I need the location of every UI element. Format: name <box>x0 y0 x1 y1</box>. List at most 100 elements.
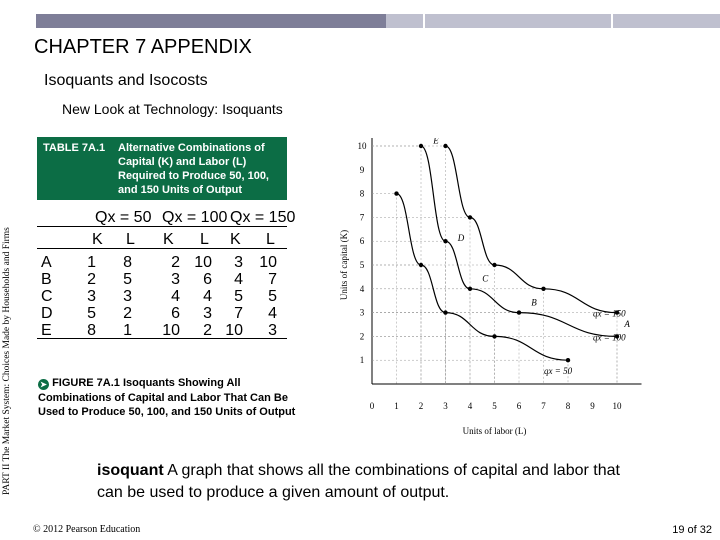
table-column-header: L <box>126 231 135 248</box>
table-cell: 7 <box>268 271 277 288</box>
table-row-label: B <box>41 271 52 288</box>
sidebar-part-label: PART II The Market System: Choices Made … <box>2 227 12 495</box>
y-tick-label: 10 <box>358 141 368 151</box>
top-bar-separator <box>423 14 425 28</box>
isoquant-curve <box>420 145 618 337</box>
copyright: © 2012 Pearson Education <box>33 524 141 535</box>
x-tick-label: 0 <box>370 401 375 411</box>
series-label: qx = 100 <box>593 332 626 342</box>
table-group-header: Qx = 100 <box>162 209 228 226</box>
circled-arrow-icon: ➤ <box>38 379 49 390</box>
table-column-header: K <box>230 231 241 248</box>
table-cell: 10 <box>225 322 243 339</box>
table-cell: 4 <box>268 305 277 322</box>
y-tick-label: 5 <box>360 260 365 270</box>
table-column-header: K <box>163 231 174 248</box>
table-cell: 4 <box>203 288 212 305</box>
table-cell: 6 <box>203 271 212 288</box>
top-bar <box>36 14 720 28</box>
data-point <box>492 334 497 339</box>
point-label: C <box>482 274 489 284</box>
y-tick-label: 1 <box>360 355 365 365</box>
series-label: qx = 50 <box>544 366 573 376</box>
table-cell: 8 <box>87 322 96 339</box>
x-tick-label: 2 <box>419 401 424 411</box>
series-label: qx = 150 <box>593 309 626 319</box>
y-tick-label: 4 <box>360 284 365 294</box>
table-cell: 6 <box>171 305 180 322</box>
table-row-label: C <box>41 288 53 305</box>
x-tick-label: 6 <box>517 401 522 411</box>
data-point <box>467 286 473 291</box>
table-cell: 3 <box>123 288 132 305</box>
table-column-header: K <box>92 231 103 248</box>
x-tick-label: 8 <box>566 401 571 411</box>
x-tick-label: 10 <box>613 401 623 411</box>
y-axis-label: Units of capital (K) <box>339 230 349 300</box>
data-point <box>443 143 448 149</box>
table-cell: 10 <box>259 254 277 271</box>
point-label: B <box>531 297 537 307</box>
data-point <box>614 310 620 315</box>
table-cell: 5 <box>234 288 243 305</box>
data-point <box>443 239 448 244</box>
data-point <box>394 191 399 196</box>
data-point <box>614 334 620 339</box>
figure-caption-block: ➤ FIGURE 7A.1 Isoquants Showing All Comb… <box>38 376 298 420</box>
section-title: Isoquants and Isocosts <box>44 72 208 89</box>
x-tick-label: 3 <box>443 401 448 411</box>
table-row-label: A <box>41 254 52 271</box>
x-tick-label: 5 <box>492 401 497 411</box>
table-cell: 2 <box>123 305 132 322</box>
data-point <box>541 286 546 291</box>
top-bar-dark-segment <box>36 14 386 28</box>
y-tick-label: 2 <box>360 331 365 341</box>
y-tick-label: 9 <box>360 165 365 175</box>
table-cell: 3 <box>203 305 212 322</box>
table-cell: 7 <box>234 305 243 322</box>
page-number: 19 of 32 <box>672 524 712 536</box>
table-cell: 5 <box>123 271 132 288</box>
top-bar-separator <box>611 14 613 28</box>
table-group-header: Qx = 50 <box>95 209 152 226</box>
table-cell: 2 <box>87 271 96 288</box>
y-tick-label: 7 <box>360 212 365 222</box>
table-column-header: L <box>266 231 275 248</box>
definition-block: isoquant A graph that shows all the comb… <box>97 460 637 504</box>
table-row-label: E <box>41 322 52 339</box>
table-cell: 3 <box>268 322 277 339</box>
figure-caption: FIGURE 7A.1 Isoquants Showing All Combin… <box>38 377 296 418</box>
table-cell: 10 <box>162 322 180 339</box>
table-cell: 3 <box>87 288 96 305</box>
y-tick-label: 3 <box>360 308 365 318</box>
data-point <box>443 310 448 315</box>
chapter-title: CHAPTER 7 APPENDIX <box>34 36 252 58</box>
x-tick-label: 4 <box>468 401 473 411</box>
point-label: D <box>457 233 465 243</box>
table-header: TABLE 7A.1 Alternative Combinations of C… <box>37 137 287 200</box>
table-caption: Alternative Combinations of Capital (K) … <box>118 142 269 196</box>
data-point <box>467 215 473 220</box>
table-rule <box>37 338 287 339</box>
x-tick-label: 7 <box>541 401 546 411</box>
data-point <box>565 358 571 363</box>
table-cell: 1 <box>123 322 132 339</box>
table-cell: 4 <box>171 288 180 305</box>
point-label: A <box>623 319 630 329</box>
table-group-header: Qx = 150 <box>230 209 296 226</box>
y-tick-label: 6 <box>360 236 365 246</box>
table-cell: 2 <box>171 254 180 271</box>
table-label: TABLE 7A.1 <box>43 142 106 154</box>
definition-text: A graph that shows all the combinations … <box>97 462 620 501</box>
data-point <box>516 310 522 315</box>
x-axis-label: Units of labor (L) <box>463 426 527 436</box>
y-tick-label: 8 <box>360 189 365 199</box>
table-cell: 10 <box>194 254 212 271</box>
table-cell: 4 <box>234 271 243 288</box>
table-rule <box>37 226 287 227</box>
table-cell: 2 <box>203 322 212 339</box>
data-point <box>418 262 424 268</box>
subsection-title: New Look at Technology: Isoquants <box>62 101 283 117</box>
table-cell: 3 <box>171 271 180 288</box>
definition-term: isoquant <box>97 462 164 479</box>
